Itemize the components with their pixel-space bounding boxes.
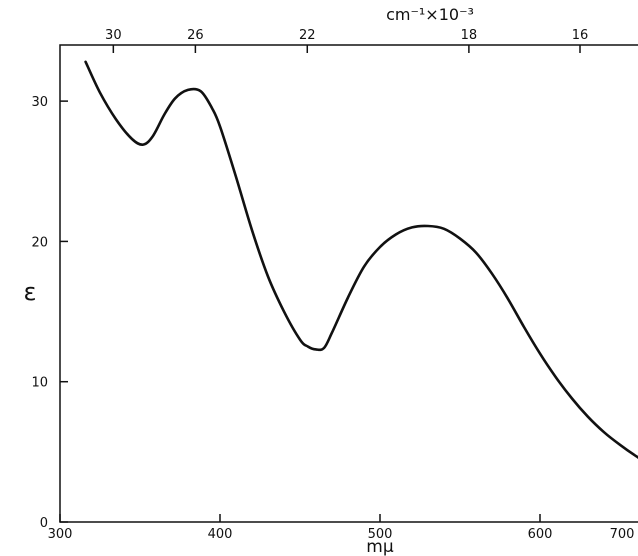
x-tick-label: 500: [368, 527, 393, 542]
top-tick-label: 18: [461, 28, 478, 43]
top-axis-ticks: 30 26 22 18 16: [105, 28, 588, 53]
x-axis-label: mμ: [366, 537, 394, 556]
top-tick-label: 26: [187, 28, 204, 43]
top-tick-label: 16: [572, 28, 589, 43]
x-tick-label: 700: [610, 527, 635, 542]
y-tick-label: 10: [31, 376, 48, 391]
y-axis-label: ε: [24, 278, 37, 306]
series-line: [84, 60, 638, 459]
x-axis-ticks: 300 400 500 600 700: [48, 514, 635, 542]
x-tick-label: 300: [48, 527, 73, 542]
top-axis-label: cm⁻¹×10⁻³: [386, 5, 474, 24]
y-tick-label: 30: [31, 95, 48, 110]
y-axis-ticks: 0 10 20 30: [31, 95, 68, 531]
plot-frame: [59, 44, 638, 523]
y-tick-label: 0: [40, 516, 48, 531]
top-tick-label: 30: [105, 28, 122, 43]
y-tick-label: 20: [31, 235, 48, 250]
x-tick-label: 600: [528, 527, 553, 542]
x-tick-label: 400: [208, 527, 233, 542]
top-tick-label: 22: [299, 28, 316, 43]
